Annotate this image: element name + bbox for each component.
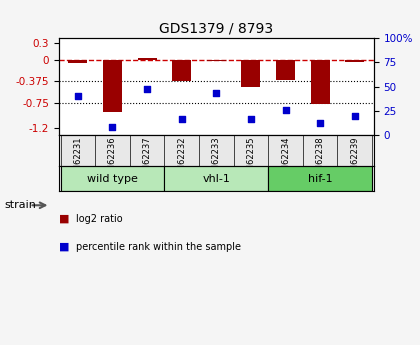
Point [247,116,254,121]
Bar [345,60,364,62]
Text: vhl-1: vhl-1 [202,174,230,184]
Bar [207,60,226,61]
Text: GSM62232: GSM62232 [177,137,186,182]
Text: GSM62233: GSM62233 [212,137,221,183]
Text: strain: strain [4,200,36,210]
Text: GSM62237: GSM62237 [142,137,152,183]
Point [282,107,289,113]
Text: hif-1: hif-1 [308,174,333,184]
Bar [241,60,260,87]
Text: ■: ■ [59,214,69,224]
Point [317,120,323,125]
Text: percentile rank within the sample: percentile rank within the sample [76,242,241,252]
Text: GSM62236: GSM62236 [108,137,117,183]
Bar [164,166,268,191]
Bar [138,58,157,60]
Point [178,116,185,121]
Bar [268,166,372,191]
Text: GSM62231: GSM62231 [74,137,82,182]
Point [144,86,150,91]
Bar [60,166,164,191]
Point [74,93,81,99]
Text: GSM62235: GSM62235 [247,137,255,182]
Title: GDS1379 / 8793: GDS1379 / 8793 [159,21,273,36]
Point [213,91,220,96]
Text: GSM62239: GSM62239 [350,137,359,182]
Text: GSM62234: GSM62234 [281,137,290,182]
Bar [68,60,87,63]
Point [352,113,358,119]
Text: ■: ■ [59,242,69,252]
Text: log2 ratio: log2 ratio [76,214,122,224]
Bar [311,60,330,104]
Text: wild type: wild type [87,174,138,184]
Bar [276,60,295,80]
Bar [103,60,122,112]
Text: GSM62238: GSM62238 [316,137,325,183]
Point [109,125,116,130]
Bar [172,60,191,81]
